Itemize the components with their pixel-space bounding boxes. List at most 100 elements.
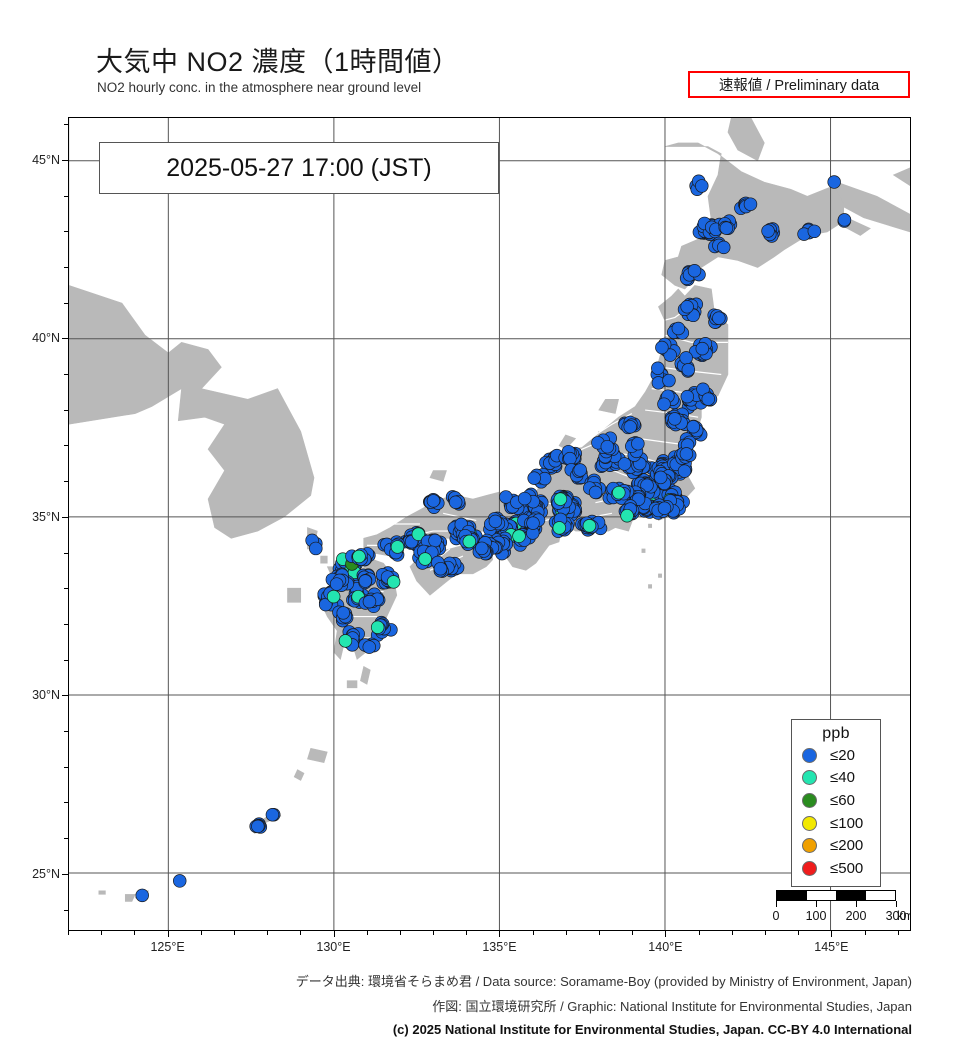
axis-tick [68,931,69,935]
observation-point-class1 [761,224,775,238]
legend-swatch-icon [802,770,817,786]
scale-bar-label: 0 [772,909,780,923]
observation-point-class1 [173,874,187,888]
axis-tick [167,931,169,937]
observation-point-class1 [448,495,463,509]
x-axis-tick-label: 130°E [316,940,351,954]
observation-point-class1 [743,197,758,211]
y-axis-tick-label: 30°N [32,688,60,703]
axis-tick [565,931,567,935]
legend-row-0: ≤20 [792,744,880,767]
observation-point-class1 [655,340,669,355]
observation-point-class2 [326,589,341,604]
landmass-oki [429,470,447,482]
y-axis-tick-label: 35°N [32,509,60,524]
axis-tick [64,195,68,197]
observation-point-class2 [418,552,432,566]
observation-point-class1 [680,300,694,314]
observation-point-class1 [426,494,441,508]
legend-label: ≤200 [830,837,864,855]
axis-tick [698,931,700,935]
x-axis-tick-label: 145°E [814,940,849,954]
landmass-sakhalin [727,118,765,162]
observation-point-class1 [499,490,513,504]
axis-tick [532,931,534,935]
observation-point-class2 [411,527,426,541]
legend-label: ≤20 [830,746,855,764]
legend-row-4: ≤200 [792,834,880,857]
axis-tick [433,931,435,935]
observation-point-class2 [352,549,366,564]
axis-tick [62,516,68,518]
legend-row-5: ≤500 [792,857,880,880]
observation-point-class1 [623,420,637,434]
legend-box: ppb ≤20 ≤40 ≤60 ≤100 ≤200 ≤500 [791,719,881,887]
axis-tick [466,931,468,935]
axis-tick [599,931,601,935]
axis-tick [64,838,68,840]
axis-tick [64,266,68,268]
landmass-tokunoshima [293,769,305,781]
footer-graphic-credit: 作図: 国立環境研究所 / Graphic: National Institut… [432,999,912,1014]
axis-tick [64,623,68,625]
observation-point-class1 [701,392,716,406]
observation-point-class1 [686,420,701,434]
observation-point-class1 [687,263,702,278]
landmass-tanegashima [360,665,371,685]
map-plot-area: 2025-05-27 17:00 (JST) ppb ≤20 ≤40 ≤60 ≤100… [68,117,911,931]
axis-tick [64,552,68,554]
x-axis-tick-label: 135°E [482,940,517,954]
scale-bar-segments [776,890,896,901]
axis-tick [64,731,68,733]
observation-point-class2 [370,620,385,634]
y-axis-tick-label: 25°N [32,866,60,881]
observation-points-layer [135,174,852,903]
observation-point-class1 [527,471,541,485]
legend-row-2: ≤60 [792,789,880,812]
scale-bar-label: 100 [805,909,827,923]
axis-tick [366,931,368,935]
observation-point-class1 [329,577,344,591]
observation-point-class1 [362,594,377,609]
axis-tick [267,931,269,935]
scale-bar-tick [896,901,897,907]
legend-label: ≤60 [830,791,855,809]
observation-point-class2 [462,534,477,549]
legend-label: ≤40 [830,769,855,787]
axis-tick [62,695,68,697]
axis-tick [764,931,766,935]
observation-point-class1 [433,561,448,576]
observation-point-class1 [657,397,671,411]
observation-point-class1 [695,179,709,193]
observation-point-class1 [309,541,323,556]
observation-point-class1 [719,221,734,235]
legend-rows: ≤20 ≤40 ≤60 ≤100 ≤200 ≤500 [792,744,880,880]
scale-bar-label: 200 [845,909,867,923]
landmass-izu1 [648,523,653,528]
observation-point-class1 [679,447,694,461]
observation-point-class2 [512,529,526,543]
timestamp-box: 2025-05-27 17:00 (JST) [99,142,499,194]
observation-point-class1 [827,175,841,189]
preliminary-data-badge: 速報値 / Preliminary data [688,71,910,98]
axis-tick [64,409,68,411]
y-axis-tick-label: 45°N [32,152,60,167]
axis-tick [64,481,68,483]
landmass-goto [287,587,302,603]
observation-point-class1 [651,361,665,376]
scale-bar-tick [776,901,777,907]
scale-bar-ticks [776,901,897,908]
observation-point-class1 [475,541,489,556]
axis-tick [64,588,68,590]
axis-tick [499,931,501,937]
legend-row-1: ≤40 [792,767,880,790]
x-axis-tick-label: 125°E [150,940,185,954]
scale-bar-label: 300 [885,909,907,923]
observation-point-class1 [631,436,645,451]
scale-bar-segment-3 [865,891,895,900]
scale-bar-segment-0 [777,891,807,900]
axis-tick [798,931,800,935]
axis-tick [62,159,68,161]
scale-bar-segment-1 [806,891,836,900]
observation-point-class1 [526,516,540,530]
